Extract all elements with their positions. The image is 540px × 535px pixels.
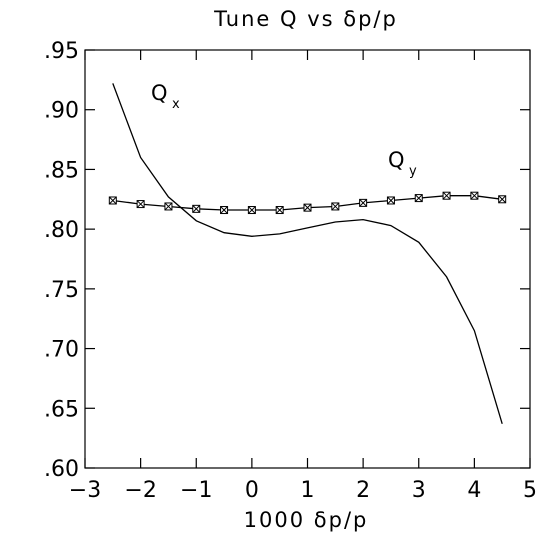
y-tick-label: .60 xyxy=(44,457,79,482)
series-qx-label: Q xyxy=(151,81,168,105)
series-qy-point xyxy=(275,206,284,215)
x-tick-label: −2 xyxy=(124,478,156,503)
y-tick-label: .90 xyxy=(44,99,79,124)
series-qy-label-subscript: y xyxy=(409,164,417,179)
x-tick-label: 4 xyxy=(467,478,481,503)
y-tick-label: .85 xyxy=(44,158,79,183)
series-qy-point xyxy=(414,194,423,203)
series-qy-point xyxy=(470,191,479,200)
y-tick-label: .65 xyxy=(44,397,79,422)
axis-ticks: −3 −2 −1 0 1 2 3 4 5 .60 .65 .70 .75 .80 .85 .90 .95 xyxy=(44,39,537,503)
x-axis-label: 1000 δp/p xyxy=(244,508,369,532)
x-tick-label: 0 xyxy=(245,478,259,503)
series-qy-point xyxy=(303,203,312,212)
x-tick-label: 1 xyxy=(301,478,315,503)
series-qy-point xyxy=(220,206,229,215)
series-qy-label: Q xyxy=(388,148,405,172)
series-qx-line xyxy=(112,83,503,424)
chart-title: Tune Q vs δp/p xyxy=(213,7,398,31)
y-tick-label: .95 xyxy=(44,39,79,64)
x-tick-label: 2 xyxy=(356,478,370,503)
x-tick-label: −1 xyxy=(180,478,212,503)
plot-frame xyxy=(84,49,531,469)
y-tick-label: .70 xyxy=(44,338,79,363)
series-qy-point xyxy=(192,204,201,213)
series-qx-label-subscript: x xyxy=(172,97,180,112)
series-qy-point xyxy=(247,206,256,215)
x-tick-label: −3 xyxy=(69,478,101,503)
series-qy-point xyxy=(442,191,451,200)
series-qy-point xyxy=(108,196,117,205)
series-qy-point xyxy=(164,202,173,211)
series-qy-point xyxy=(359,198,368,207)
x-tick-label: 5 xyxy=(523,478,537,503)
series-qy-point xyxy=(331,202,340,211)
series-qy-point xyxy=(386,196,395,205)
y-tick-label: .75 xyxy=(44,278,79,303)
y-tick-label: .80 xyxy=(44,218,79,243)
x-tick-label: 3 xyxy=(412,478,426,503)
series-qy-point xyxy=(136,200,145,209)
series-layer xyxy=(108,83,507,424)
series-qy-point xyxy=(498,195,507,204)
